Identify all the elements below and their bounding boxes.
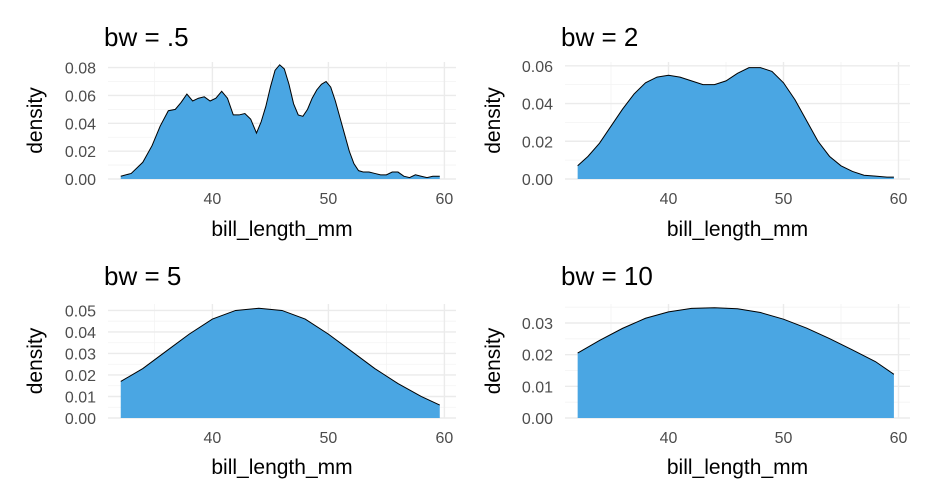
x-axis-title: bill_length_mm [667, 456, 808, 479]
y-tick-label: 0.00 [65, 172, 96, 189]
density-area [120, 308, 440, 418]
density-outline [120, 64, 440, 179]
density-panel-3: 0.00 0.01 0.02 0.03 0.04 0.05 40 50 60 bw = 5 bill… [24, 261, 456, 479]
x-tick-label: 40 [660, 191, 678, 208]
y-tick-label: 0.06 [522, 59, 553, 76]
x-tick-label: 50 [320, 430, 338, 447]
y-tick-label: 0.03 [522, 316, 553, 333]
panel-title: bw = 5 [104, 261, 181, 291]
y-tick-label: 0.00 [522, 411, 553, 428]
y-tick-label: 0.02 [522, 348, 553, 365]
y-tick-label: 0.06 [65, 88, 96, 105]
y-tick-label: 0.03 [65, 346, 96, 363]
y-tick-label: 0.02 [65, 144, 96, 161]
y-axis-title: density [482, 87, 505, 154]
density-outline [577, 67, 894, 178]
x-axis-title: bill_length_mm [211, 456, 352, 479]
x-tick-label: 40 [204, 191, 222, 208]
y-tick-label: 0.05 [65, 303, 96, 320]
x-tick-label: 40 [660, 430, 678, 447]
x-tick-label: 60 [436, 191, 454, 208]
density-outline [120, 307, 440, 406]
x-axis-title: bill_length_mm [667, 218, 808, 241]
y-tick-label: 0.04 [65, 325, 96, 342]
panel-title: bw = 10 [561, 261, 653, 291]
y-tick-label: 0.08 [65, 61, 96, 78]
x-tick-label: 50 [775, 430, 793, 447]
density-area [577, 67, 894, 179]
panel-title: bw = .5 [104, 22, 189, 52]
y-tick-label: 0.01 [65, 389, 96, 406]
y-axis-title: density [24, 327, 47, 394]
y-tick-label: 0.04 [522, 97, 553, 114]
density-panel-1: 0.00 0.02 0.04 0.06 0.08 40 50 60 bw = .5 bill_le… [24, 22, 456, 241]
y-axis-title: density [24, 87, 47, 154]
y-tick-label: 0.00 [522, 172, 553, 189]
x-tick-label: 60 [890, 430, 908, 447]
density-outline [577, 307, 895, 375]
y-tick-label: 0.02 [65, 368, 96, 385]
density-area [120, 64, 440, 179]
x-axis-title: bill_length_mm [211, 218, 352, 241]
density-area [577, 307, 894, 418]
panel-title: bw = 2 [561, 22, 638, 52]
x-tick-label: 50 [320, 191, 338, 208]
y-tick-label: 0.00 [65, 411, 96, 428]
y-axis-title: density [482, 327, 505, 394]
x-tick-label: 60 [890, 191, 908, 208]
y-tick-label: 0.01 [522, 379, 553, 396]
y-tick-label: 0.04 [65, 116, 96, 133]
x-tick-label: 60 [436, 430, 454, 447]
x-tick-label: 50 [775, 191, 793, 208]
x-tick-label: 40 [204, 430, 222, 447]
density-panel-2: 0.00 0.02 0.04 0.06 40 50 60 bw = 2 bill_length_… [482, 22, 910, 241]
density-panel-4: 0.00 0.01 0.02 0.03 40 50 60 bw = 10 bill_length… [482, 261, 910, 479]
y-tick-label: 0.02 [522, 134, 553, 151]
